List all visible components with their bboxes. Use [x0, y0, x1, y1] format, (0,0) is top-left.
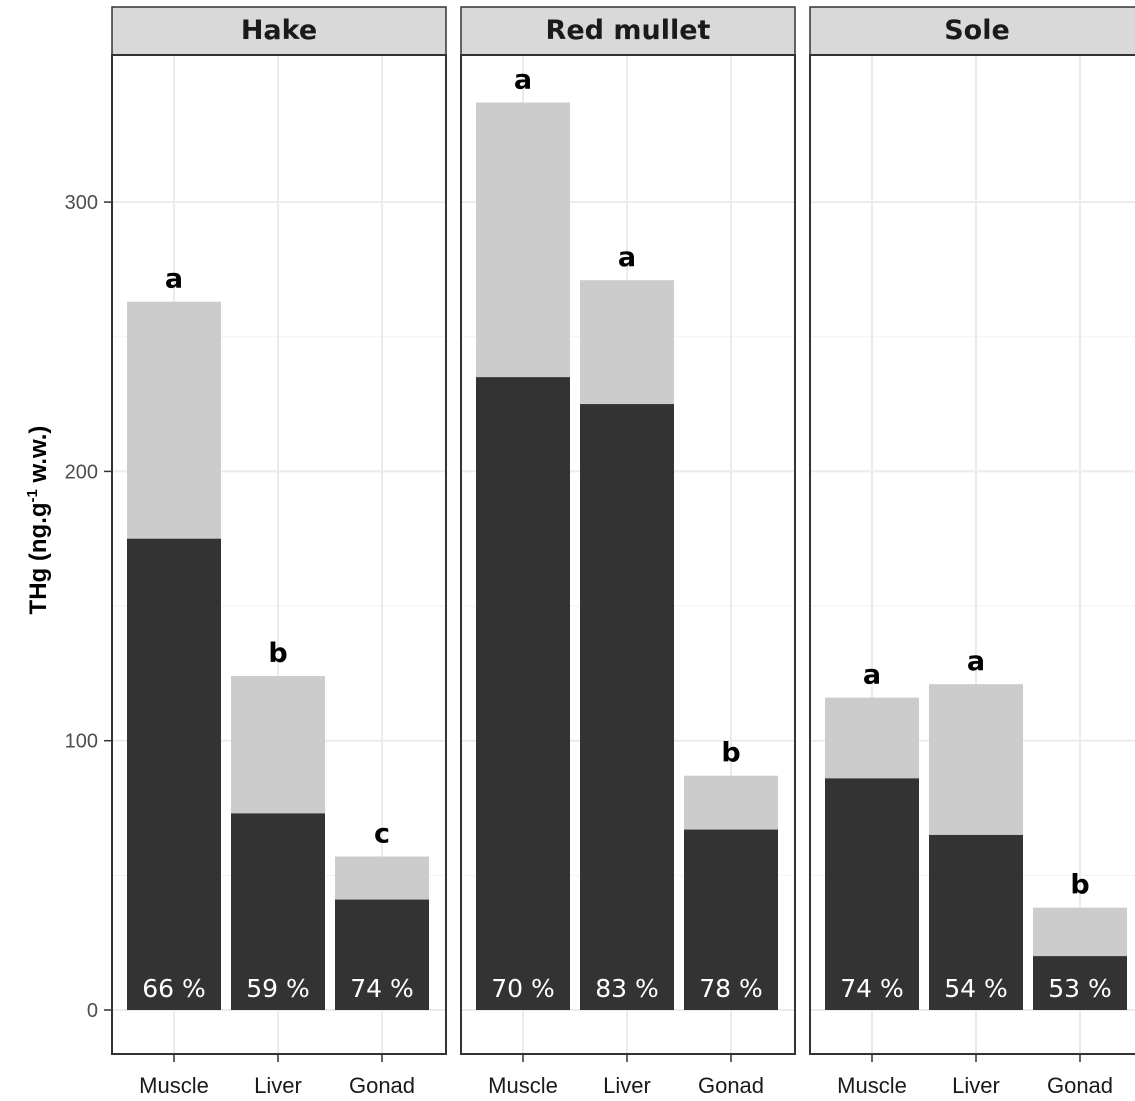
bar-fraction: [1033, 956, 1127, 1010]
percent-label: 74 %: [840, 974, 904, 1003]
y-tick-label: 0: [87, 1000, 98, 1022]
percent-label: 78 %: [699, 974, 763, 1003]
percent-label: 74 %: [350, 974, 414, 1003]
bar-group: b 53 %: [1033, 870, 1127, 1010]
percent-label: 59 %: [246, 974, 310, 1003]
x-tick-label: Liver: [254, 1073, 302, 1098]
percent-label: 83 %: [595, 974, 659, 1003]
bar-group: a 74 %: [825, 660, 919, 1010]
bar-fraction: [476, 377, 570, 1010]
x-tick-label: Muscle: [488, 1073, 558, 1098]
y-tick-label: 300: [65, 192, 98, 214]
percent-label: 53 %: [1048, 974, 1112, 1003]
significance-letter: a: [165, 264, 183, 295]
panel-1: Red mullet a 70 % Muscle a 83 % Liver b 78 % Gona…: [460, 6, 796, 1098]
bar-fraction: [127, 538, 221, 1010]
bar-group: a 66 %: [127, 264, 221, 1011]
y-tick-label: 200: [65, 461, 98, 483]
significance-letter: b: [1070, 870, 1089, 901]
panel-border: [460, 54, 796, 1055]
bar-group: a 83 %: [580, 242, 674, 1010]
panel-strip: [111, 6, 447, 56]
x-tick-label: Muscle: [139, 1073, 209, 1098]
x-tick-label: Liver: [603, 1073, 651, 1098]
significance-letter: a: [863, 660, 881, 691]
x-tick-label: Gonad: [349, 1073, 415, 1098]
x-tick-label: Gonad: [698, 1073, 764, 1098]
percent-label: 66 %: [142, 974, 206, 1003]
significance-letter: a: [967, 646, 985, 677]
significance-letter: a: [618, 242, 636, 273]
bar-group: c 74 %: [335, 818, 429, 1010]
panel-strip: [809, 6, 1135, 56]
panel-strip-title: Hake: [241, 15, 317, 46]
significance-letter: c: [374, 818, 390, 849]
y-axis-label: THg (ng.g-1 w.w.): [24, 426, 52, 615]
panel-0: Hake a 66 % Muscle b 59 % Liver c 74 % Gonad: [111, 6, 447, 1098]
significance-letter: a: [514, 64, 532, 95]
bar-fraction: [580, 404, 674, 1010]
x-tick-label: Muscle: [837, 1073, 907, 1098]
panel-border: [809, 54, 1135, 1055]
bar-fraction: [684, 829, 778, 1010]
x-tick-label: Gonad: [1047, 1073, 1113, 1098]
y-tick-label: 100: [65, 731, 98, 753]
bar-fraction: [231, 813, 325, 1010]
bar-fraction: [825, 778, 919, 1010]
bar-fraction: [929, 834, 1023, 1010]
panel-strip-title: Red mullet: [546, 15, 711, 46]
bar-group: b 78 %: [684, 738, 778, 1010]
significance-letter: b: [721, 738, 740, 769]
panel-2: Sole a 74 % Muscle a 54 % Liver b 53 % Gonad: [809, 6, 1135, 1098]
percent-label: 70 %: [491, 974, 555, 1003]
bar-group: b 59 %: [231, 638, 325, 1010]
panel-strip-title: Sole: [944, 15, 1010, 46]
y-axis: 0 100 200 300: [65, 192, 112, 1022]
bar-group: a 54 %: [929, 646, 1023, 1010]
panel-border: [111, 54, 447, 1055]
bar-group: a 70 %: [476, 64, 570, 1011]
bar-fraction: [335, 899, 429, 1010]
x-tick-label: Liver: [952, 1073, 1000, 1098]
significance-letter: b: [268, 638, 287, 669]
percent-label: 54 %: [944, 974, 1008, 1003]
panel-strip: [460, 6, 796, 56]
